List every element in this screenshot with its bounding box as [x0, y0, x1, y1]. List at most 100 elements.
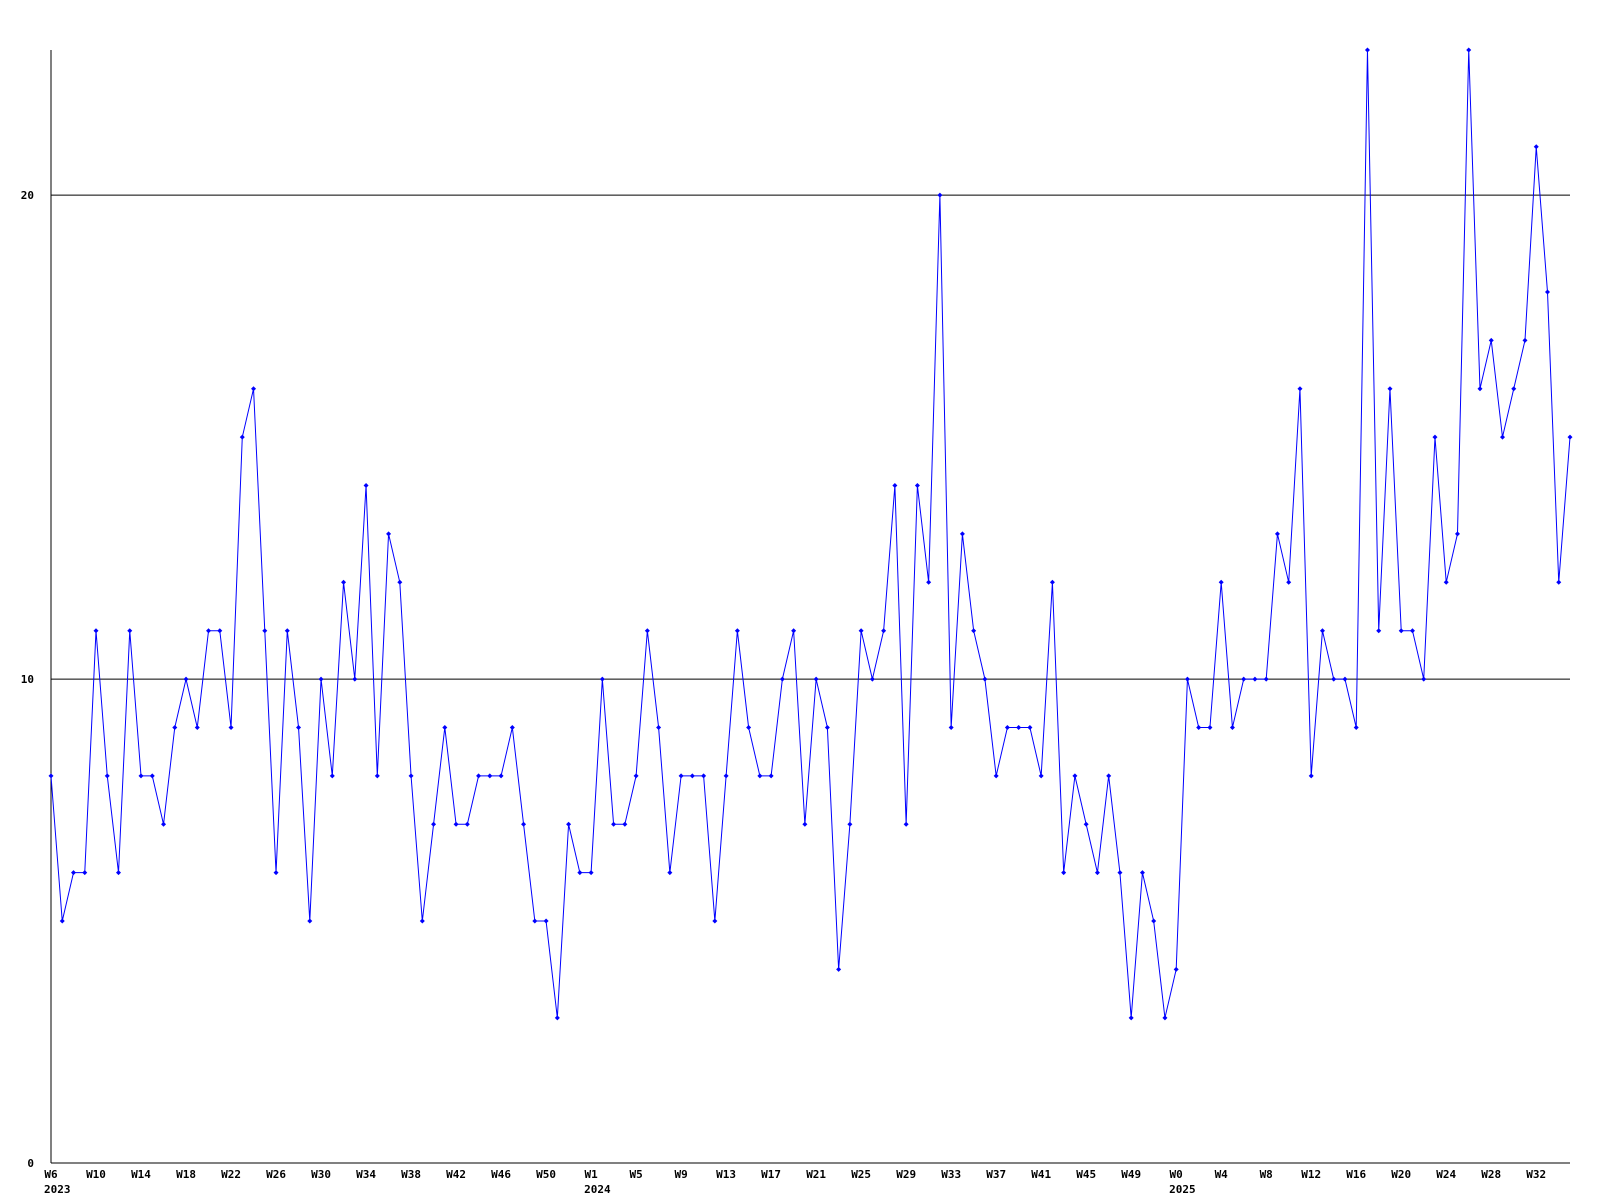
- x-tick-label: W24: [1436, 1168, 1456, 1181]
- data-point: [1162, 1015, 1168, 1021]
- data-point: [869, 676, 875, 682]
- data-point: [656, 724, 662, 730]
- x-tick-label: W5: [629, 1168, 642, 1181]
- x-tick-label: W29: [896, 1168, 916, 1181]
- x-tick-label: W25: [851, 1168, 871, 1181]
- data-point: [644, 628, 650, 634]
- data-point: [453, 821, 459, 827]
- x-tick-label: W4: [1215, 1168, 1229, 1181]
- data-point: [206, 628, 212, 634]
- data-point: [633, 773, 639, 779]
- x-tick-label: W1: [584, 1168, 598, 1181]
- data-point: [1061, 870, 1067, 876]
- data-point: [1308, 773, 1314, 779]
- data-point: [1263, 676, 1269, 682]
- data-point: [1567, 434, 1573, 440]
- data-point: [712, 918, 718, 924]
- data-point: [1196, 724, 1202, 730]
- data-point: [937, 192, 943, 198]
- data-point: [149, 773, 155, 779]
- x-tick-label: W6: [44, 1168, 58, 1181]
- data-point: [1004, 724, 1010, 730]
- x-tick-label: W28: [1481, 1168, 1501, 1181]
- data-point: [858, 628, 864, 634]
- data-point: [521, 821, 527, 827]
- data-point: [161, 821, 167, 827]
- data-point: [329, 773, 335, 779]
- data-point: [138, 773, 144, 779]
- data-point: [1083, 821, 1089, 827]
- data-point: [48, 773, 54, 779]
- data-point: [183, 676, 189, 682]
- x-tick-label: W20: [1391, 1168, 1411, 1181]
- data-point: [1511, 386, 1517, 392]
- data-point: [982, 676, 988, 682]
- data-point: [723, 773, 729, 779]
- data-point: [1094, 870, 1100, 876]
- data-point: [1218, 579, 1224, 585]
- data-point: [296, 724, 302, 730]
- data-point: [813, 676, 819, 682]
- data-point: [431, 821, 437, 827]
- x-tick-label: W41: [1031, 1168, 1051, 1181]
- data-point: [1421, 676, 1427, 682]
- data-point: [577, 870, 583, 876]
- data-point: [566, 821, 572, 827]
- data-point: [419, 918, 425, 924]
- data-point: [1387, 386, 1393, 392]
- data-point: [701, 773, 707, 779]
- data-point: [1398, 628, 1404, 634]
- data-point: [734, 628, 740, 634]
- data-point: [1173, 966, 1179, 972]
- data-point: [1556, 579, 1562, 585]
- data-point: [1376, 628, 1382, 634]
- data-point: [262, 628, 268, 634]
- data-point: [1432, 434, 1438, 440]
- data-point: [926, 579, 932, 585]
- data-point: [1544, 289, 1550, 295]
- x-tick-label: W38: [401, 1168, 421, 1181]
- x-tick-label: W37: [986, 1168, 1006, 1181]
- data-point: [239, 434, 245, 440]
- x-tick-label: W0: [1170, 1168, 1183, 1181]
- data-point: [1342, 676, 1348, 682]
- data-point: [1353, 724, 1359, 730]
- data-point: [251, 386, 257, 392]
- x-tick-label: W13: [716, 1168, 736, 1181]
- data-point: [284, 628, 290, 634]
- x-tick-label: W32: [1526, 1168, 1546, 1181]
- data-point: [408, 773, 414, 779]
- data-point: [948, 724, 954, 730]
- x-tick-label: W45: [1076, 1168, 1096, 1181]
- data-point: [1049, 579, 1055, 585]
- data-point: [59, 918, 65, 924]
- data-point: [1139, 870, 1145, 876]
- x-tick-label: W42: [446, 1168, 466, 1181]
- y-tick-label: 0: [27, 1157, 34, 1170]
- y-tick-label: 20: [21, 189, 34, 202]
- data-point: [104, 773, 110, 779]
- data-point: [1286, 579, 1292, 585]
- x-tick-label: W46: [491, 1168, 511, 1181]
- data-point: [217, 628, 223, 634]
- data-point: [914, 483, 920, 489]
- x-tick-label: W10: [86, 1168, 106, 1181]
- data-point: [746, 724, 752, 730]
- x-tick-label: W50: [536, 1168, 556, 1181]
- data-point: [611, 821, 617, 827]
- x-tick-label: W14: [131, 1168, 151, 1181]
- data-point: [881, 628, 887, 634]
- data-point: [1207, 724, 1213, 730]
- data-point: [1488, 337, 1494, 343]
- data-point: [1499, 434, 1505, 440]
- x-tick-label: W17: [761, 1168, 781, 1181]
- x-year-label: 2025: [1169, 1183, 1196, 1196]
- data-point: [82, 870, 88, 876]
- data-point: [1016, 724, 1022, 730]
- data-point: [1229, 724, 1235, 730]
- x-tick-label: W26: [266, 1168, 286, 1181]
- data-point: [127, 628, 133, 634]
- data-line: [50, 49, 1571, 1018]
- data-point: [1128, 1015, 1134, 1021]
